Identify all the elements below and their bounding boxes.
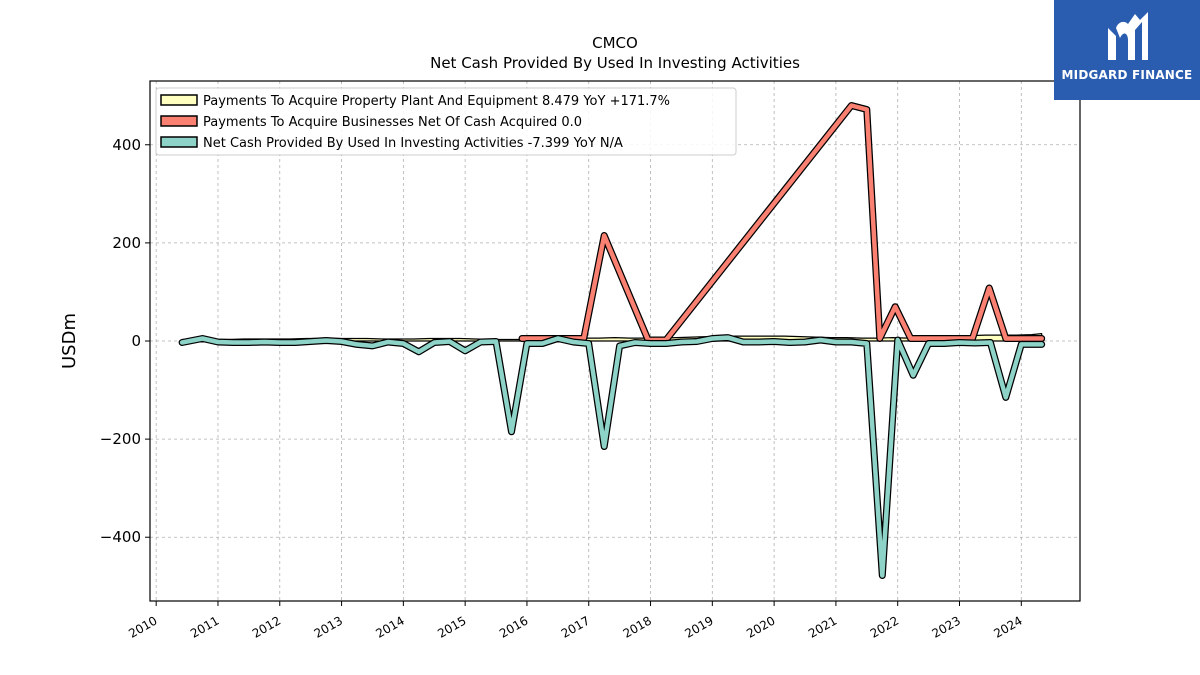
x-tick-label: 2010 [126, 613, 159, 640]
x-tick-label: 2021 [806, 613, 839, 640]
y-axis-label: USDm [59, 313, 80, 369]
x-tick-label: 2022 [868, 613, 901, 640]
legend-swatch [160, 136, 198, 148]
y-tick-label: 200 [112, 234, 141, 252]
legend-swatch [160, 94, 198, 106]
x-tick-label: 2016 [497, 613, 530, 640]
chart-subtitle: Net Cash Provided By Used In Investing A… [430, 54, 800, 72]
brand-name: MIDGARD FINANCE [1061, 68, 1193, 82]
x-tick-label: 2011 [188, 613, 221, 640]
legend-label: Payments To Acquire Property Plant And E… [203, 94, 670, 109]
x-tick-label: 2015 [435, 613, 468, 640]
legend-swatch [160, 115, 198, 127]
brand-logo: MIDGARD FINANCE [1054, 0, 1200, 100]
legend-label: Payments To Acquire Businesses Net Of Ca… [203, 115, 582, 130]
brand-mark-icon [1108, 12, 1148, 60]
series-layer [178, 102, 1046, 579]
x-tick-label: 2013 [312, 613, 345, 640]
x-tick-label: 2019 [682, 613, 715, 640]
x-tick-label: 2017 [559, 613, 592, 640]
x-tick-label: 2020 [744, 613, 777, 640]
y-tick-label: 0 [131, 332, 141, 350]
chart-title: CMCO [592, 34, 638, 52]
x-tick-label: 2014 [373, 613, 406, 640]
legend-label: Net Cash Provided By Used In Investing A… [203, 136, 623, 151]
x-tick-label: 2012 [250, 613, 283, 640]
legend-box [155, 87, 737, 156]
legend: Payments To Acquire Property Plant And E… [155, 87, 737, 156]
series-line [179, 335, 1044, 578]
x-tick-label: 2024 [991, 613, 1024, 640]
y-tick-label: −400 [100, 528, 141, 546]
y-tick-label: −200 [100, 430, 141, 448]
x-tick-label: 2018 [621, 613, 654, 640]
y-tick-label: 400 [112, 136, 141, 154]
x-tick-label: 2023 [930, 613, 963, 640]
